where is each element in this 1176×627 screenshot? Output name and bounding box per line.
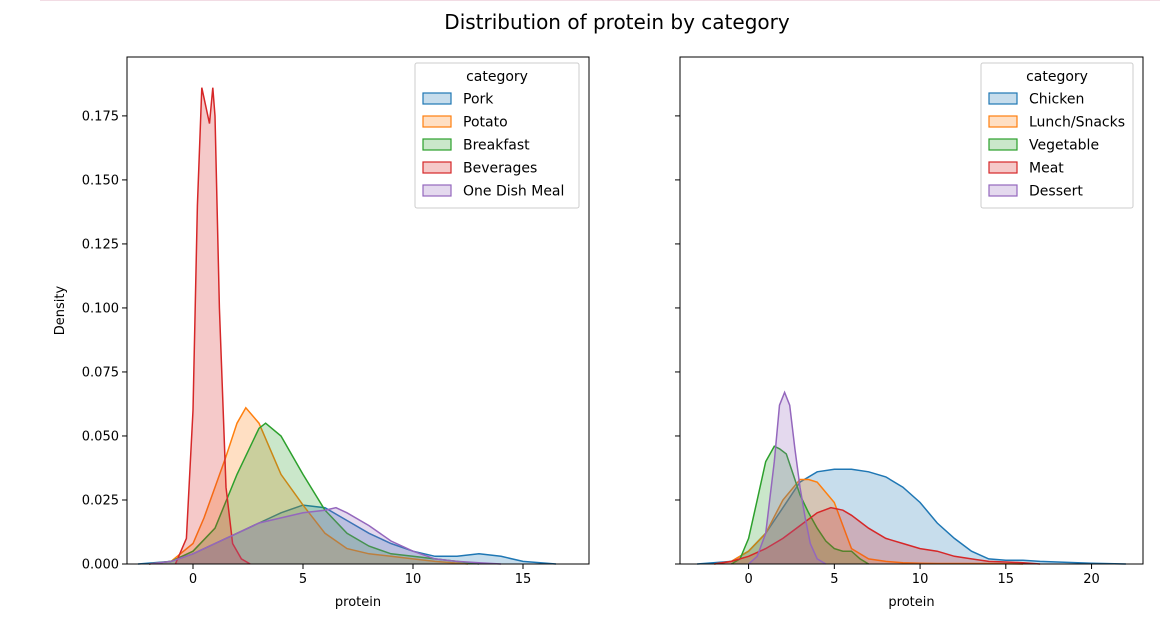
- legend-swatch: [988, 184, 1018, 197]
- legend: category Pork Potato Breakfast Beverages One…: [414, 62, 580, 209]
- legend-label: Beverages: [463, 161, 537, 177]
- x-tick-label: 5: [299, 572, 307, 587]
- density-area-0: [697, 469, 1126, 564]
- legend-items: Pork Potato Breakfast Beverages One Dish Mea…: [422, 92, 564, 200]
- x-tick-label: 10: [405, 572, 422, 587]
- density-line-1: [148, 406, 469, 565]
- x-axis-ticks: 0 5 10 15 20: [744, 564, 1100, 587]
- density-line-3: [174, 87, 251, 565]
- legend-swatch: [988, 161, 1018, 174]
- y-axis-ticks: 0.000 0.025 0.050 0.075 0.100 0.125 0.150 0.175: [82, 109, 127, 573]
- legend-title: category: [1026, 69, 1088, 85]
- legend-items: Chicken Lunch/Snacks Vegetable Meat Dessert: [988, 92, 1125, 200]
- top-divider: [40, 0, 1160, 1]
- x-tick-label: 10: [912, 572, 929, 587]
- x-tick-label: 0: [744, 572, 752, 587]
- legend-swatch: [422, 92, 452, 105]
- plot-frame: [679, 56, 1144, 565]
- y-tick-label: 0.075: [82, 365, 119, 380]
- y-tick-label: 0.100: [82, 301, 119, 316]
- legend-label: Breakfast: [463, 138, 530, 154]
- density-area-4: [149, 507, 501, 564]
- legend-label: Meat: [1029, 161, 1064, 177]
- x-tick-label: 0: [189, 572, 197, 587]
- x-tick-label: 15: [998, 572, 1015, 587]
- y-tick-label: 0.150: [82, 173, 119, 188]
- legend-swatch: [988, 92, 1018, 105]
- density-area-1: [149, 407, 468, 564]
- density-area-0: [138, 505, 556, 564]
- legend-label: Chicken: [1029, 92, 1084, 108]
- density-line-0: [697, 468, 1126, 565]
- legend-swatch: [422, 161, 452, 174]
- legend-label: One Dish Meal: [463, 184, 564, 200]
- x-tick-label: 15: [515, 572, 532, 587]
- density-areas: [137, 87, 557, 565]
- legend-label: Dessert: [1029, 184, 1083, 200]
- legend-label: Lunch/Snacks: [1029, 115, 1125, 131]
- legend-label: Pork: [463, 92, 494, 108]
- x-axis-label: protein: [335, 595, 381, 610]
- y-axis-label: Density: [53, 285, 68, 335]
- y-tick-label: 0.175: [82, 109, 119, 124]
- y-tick-label: 0.025: [82, 493, 119, 508]
- density-line-2: [148, 422, 480, 565]
- legend-swatch: [988, 138, 1018, 151]
- x-axis-label: protein: [888, 595, 934, 610]
- density-area-3: [714, 507, 1041, 564]
- legend-swatch: [988, 115, 1018, 128]
- legend: category Chicken Lunch/Snacks Vegetable Mea…: [980, 62, 1134, 209]
- density-line-4: [148, 506, 502, 565]
- density-line-2: [731, 445, 869, 565]
- x-tick-label: 5: [830, 572, 838, 587]
- y-tick-label: 0.000: [82, 558, 119, 573]
- density-line-4: [748, 390, 827, 565]
- legend-box: [980, 62, 1134, 209]
- x-tick-label: 20: [1083, 572, 1100, 587]
- chart-panel-right: 0 5 10 15 20 protein category Chicken Lunch/S…: [675, 56, 1144, 610]
- density-line-3: [714, 506, 1041, 565]
- y-axis-ticks: [675, 115, 680, 565]
- y-tick-label: 0.050: [82, 429, 119, 444]
- density-area-3: [175, 87, 251, 564]
- density-area-1: [714, 479, 1023, 564]
- legend-swatch: [422, 115, 452, 128]
- chart-panel-left: 0 5 10 15 0.000 0.025 0.050 0.075 0.100 0.125 0.1…: [53, 56, 590, 610]
- figure-title: Distribution of protein by category: [444, 10, 790, 34]
- legend-label: Vegetable: [1029, 138, 1099, 154]
- legend-swatch: [422, 138, 452, 151]
- legend-box: [414, 62, 580, 209]
- plot-frame: [126, 56, 590, 565]
- density-areas: [697, 390, 1126, 565]
- y-tick-label: 0.125: [82, 237, 119, 252]
- legend-swatch: [422, 184, 452, 197]
- legend-title: category: [466, 69, 528, 85]
- legend-label: Potato: [463, 115, 508, 131]
- x-axis-ticks: 0 5 10 15: [189, 564, 531, 587]
